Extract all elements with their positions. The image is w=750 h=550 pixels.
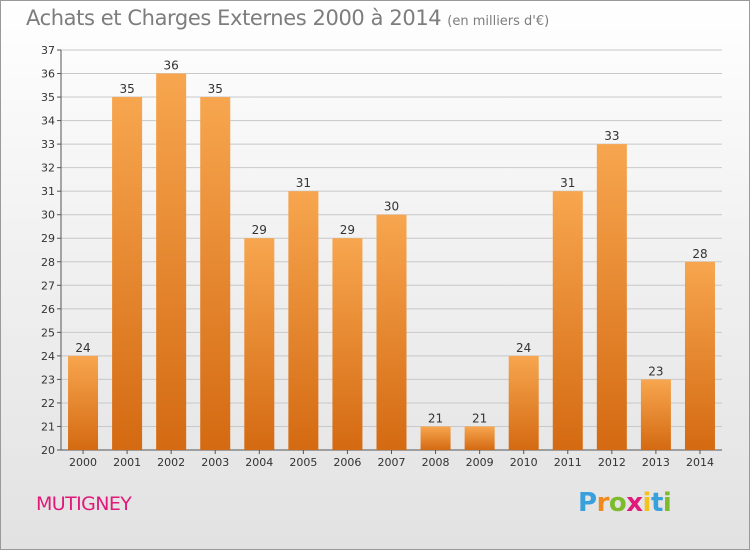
x-tick-label: 2012	[598, 456, 626, 469]
bar	[244, 238, 275, 450]
bar-value-label: 23	[648, 364, 663, 378]
y-tick-label: 20	[41, 444, 55, 457]
bar-value-label: 33	[604, 129, 619, 143]
logo-letter: P	[578, 488, 597, 518]
x-tick-label: 2001	[113, 456, 141, 469]
x-tick-label: 2008	[422, 456, 450, 469]
x-tick-label: 2013	[642, 456, 670, 469]
y-tick-label: 31	[41, 185, 55, 198]
y-tick-label: 27	[41, 279, 55, 292]
x-tick-label: 2011	[554, 456, 582, 469]
bar	[200, 97, 231, 450]
bar-value-label: 24	[75, 341, 90, 355]
bar	[640, 379, 671, 450]
bar	[68, 355, 99, 450]
y-tick-label: 36	[41, 68, 55, 81]
bar	[332, 238, 363, 450]
bar-value-label: 31	[296, 176, 311, 190]
bar-value-label: 29	[252, 223, 267, 237]
logo-letter: r	[596, 488, 610, 518]
y-tick-label: 24	[41, 350, 55, 363]
chart-unit: (en milliers d'€)	[447, 14, 550, 29]
logo-letter: o	[608, 488, 627, 518]
x-tick-label: 2009	[466, 456, 494, 469]
bar-value-label: 35	[119, 82, 134, 96]
bar-value-label: 35	[208, 82, 223, 96]
chart-title-text: Achats et Charges Externes 2000 à 2014	[26, 6, 442, 30]
bar	[552, 191, 583, 451]
y-tick-label: 29	[41, 232, 55, 245]
y-tick-label: 30	[41, 209, 55, 222]
bar-value-label: 24	[516, 341, 531, 355]
y-tick-label: 35	[41, 91, 55, 104]
bar-value-label: 28	[692, 247, 707, 261]
y-tick-label: 23	[41, 373, 55, 386]
bar	[156, 73, 187, 450]
y-tick-label: 34	[41, 115, 55, 128]
bar	[464, 426, 495, 450]
y-tick-label: 22	[41, 397, 55, 410]
x-tick-label: 2000	[69, 456, 97, 469]
chart-title: Achats et Charges Externes 2000 à 2014 (e…	[26, 6, 549, 30]
logo-letter: t	[650, 488, 663, 518]
commune-name: MUTIGNEY	[36, 493, 132, 515]
y-tick-label: 25	[41, 326, 55, 339]
y-tick-label: 37	[41, 44, 55, 57]
bar	[288, 191, 319, 451]
x-tick-label: 2003	[201, 456, 229, 469]
y-tick-label: 33	[41, 138, 55, 151]
logo-letter: i	[662, 488, 672, 518]
x-tick-label: 2005	[289, 456, 317, 469]
bar	[596, 144, 627, 450]
bar-value-label: 21	[472, 411, 487, 425]
logo-letter: i	[642, 488, 652, 518]
bar-value-label: 21	[428, 411, 443, 425]
bar	[420, 426, 451, 450]
y-tick-label: 21	[41, 420, 55, 433]
x-tick-label: 2006	[333, 456, 361, 469]
logo-letter: x	[626, 488, 643, 518]
proxiti-logo[interactable]: Proxiti	[578, 488, 672, 518]
bar-value-label: 30	[384, 200, 399, 214]
bar	[508, 355, 539, 450]
x-tick-label: 2007	[378, 456, 406, 469]
x-tick-label: 2010	[510, 456, 538, 469]
bar	[112, 97, 143, 450]
bar-value-label: 36	[164, 59, 179, 73]
bar	[376, 214, 407, 450]
y-tick-label: 26	[41, 303, 55, 316]
x-tick-label: 2014	[686, 456, 714, 469]
x-tick-label: 2004	[245, 456, 273, 469]
bar	[684, 261, 715, 450]
bar-value-label: 31	[560, 176, 575, 190]
bar-value-label: 29	[340, 223, 355, 237]
y-tick-label: 28	[41, 256, 55, 269]
y-tick-label: 32	[41, 162, 55, 175]
x-tick-label: 2002	[157, 456, 185, 469]
